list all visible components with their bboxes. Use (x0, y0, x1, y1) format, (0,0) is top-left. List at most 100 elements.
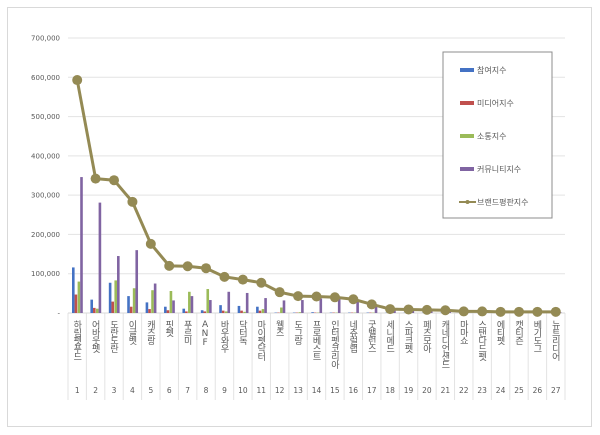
category-number: 19 (404, 386, 414, 395)
category-label: 캐네디언샌드 (439, 320, 449, 368)
line-point (127, 196, 138, 207)
line-point (513, 306, 524, 317)
category-label: 이글벳 (126, 320, 136, 346)
line-point (72, 75, 83, 86)
y-tick-label: 500,000 (31, 113, 60, 121)
category-label: 어바웃펫 (90, 320, 100, 354)
bar-참여지수 (200, 310, 204, 313)
bar-커뮤니티지수 (98, 202, 102, 313)
category-label: 마이펫닥터 (255, 320, 265, 362)
bar-참여지수 (108, 282, 112, 313)
line-point (440, 305, 451, 316)
bar-참여지수 (164, 306, 167, 313)
bar-미디어지수 (93, 307, 96, 313)
category-number: 6 (167, 386, 172, 395)
bar-소통지수 (77, 281, 81, 313)
category-number: 20 (422, 386, 432, 395)
category-label: 페츠모아 (421, 320, 431, 354)
y-tick-label: - (57, 310, 60, 318)
bar-미디어지수 (240, 310, 243, 313)
line-point (495, 306, 506, 317)
bar-미디어지수 (148, 309, 151, 313)
y-tick-label: 300,000 (31, 192, 60, 200)
bar-소통지수 (280, 307, 283, 313)
bar-참여지수 (127, 296, 130, 313)
bar-소통지수 (151, 290, 154, 313)
bar-커뮤니티지수 (190, 296, 194, 313)
bar-미디어지수 (258, 310, 262, 313)
bar-소통지수 (206, 289, 210, 313)
line-point (366, 299, 377, 310)
line-point (532, 306, 543, 317)
bar-커뮤니티지수 (264, 298, 267, 313)
bar-미디어지수 (129, 306, 133, 313)
category-number: 27 (551, 386, 561, 395)
line-point (164, 260, 175, 271)
category-label: 마마쇼 (458, 320, 468, 344)
y-tick-label: 400,000 (31, 152, 60, 160)
category-number: 8 (204, 386, 209, 395)
bar-참여지수 (90, 299, 94, 313)
legend-swatch (460, 134, 474, 138)
category-number: 16 (349, 386, 359, 395)
legend-label: 미디어지수 (477, 98, 514, 108)
bar-소통지수 (243, 311, 246, 313)
line-point (293, 291, 304, 302)
category-label: 핏펫 (163, 320, 173, 338)
category-number: 2 (93, 386, 98, 395)
category-number: 23 (477, 386, 487, 395)
category-label: 프로베스트 (311, 320, 321, 360)
bar-참여지수 (256, 306, 259, 313)
bar-소통지수 (96, 308, 99, 313)
line-point (477, 306, 488, 317)
bar-소통지수 (169, 291, 173, 313)
y-tick-label: 200,000 (31, 231, 60, 239)
category-number: 13 (293, 386, 303, 395)
bar-참여지수 (219, 305, 222, 313)
bar-커뮤니티지수 (135, 250, 139, 313)
bar-미디어지수 (74, 294, 78, 313)
category-label: 캣티즌 (513, 320, 523, 345)
bar-커뮤니티지수 (319, 298, 323, 313)
bar-참여지수 (145, 302, 149, 313)
line-point (403, 304, 414, 315)
category-label: 푸르미 (182, 320, 192, 346)
legend-swatch (460, 167, 474, 171)
chart-frame (7, 7, 592, 427)
bar-미디어지수 (203, 311, 207, 313)
bar-소통지수 (261, 309, 265, 313)
category-label: 도그랑 (292, 320, 302, 345)
category-number: 12 (275, 386, 285, 395)
bar-참여지수 (311, 312, 314, 313)
category-label: 에티펫 (495, 320, 505, 346)
line-point (182, 261, 193, 272)
category-number: 3 (112, 386, 117, 395)
bar-커뮤니티지수 (153, 283, 157, 313)
category-number: 4 (130, 386, 135, 395)
bar-소통지수 (224, 311, 228, 313)
bar-커뮤니티지수 (227, 291, 231, 313)
category-label: ANF (200, 320, 210, 347)
category-label: 하림펫푸드 (71, 320, 81, 360)
category-number: 24 (496, 386, 506, 395)
bar-미디어지수 (111, 301, 115, 313)
bar-소통지수 (298, 312, 302, 313)
category-number: 18 (385, 386, 395, 395)
category-number: 26 (533, 386, 543, 395)
category-label: 인터펫코리아 (329, 320, 339, 370)
category-number: 11 (257, 386, 267, 395)
bar-커뮤니티지수 (282, 300, 286, 313)
line-point (145, 238, 156, 249)
category-number: 14 (312, 386, 322, 395)
bar-커뮤니티지수 (117, 256, 120, 313)
bar-미디어지수 (166, 310, 170, 313)
y-tick-label: 700,000 (31, 35, 60, 43)
legend-swatch (460, 68, 474, 72)
line-point (421, 304, 432, 315)
line-point (329, 292, 340, 303)
legend-label: 커뮤니티지수 (477, 164, 521, 174)
bar-미디어지수 (185, 311, 188, 313)
category-label: 스탠다드펫 (476, 320, 486, 362)
line-point (201, 263, 212, 274)
bar-소통지수 (188, 291, 191, 313)
